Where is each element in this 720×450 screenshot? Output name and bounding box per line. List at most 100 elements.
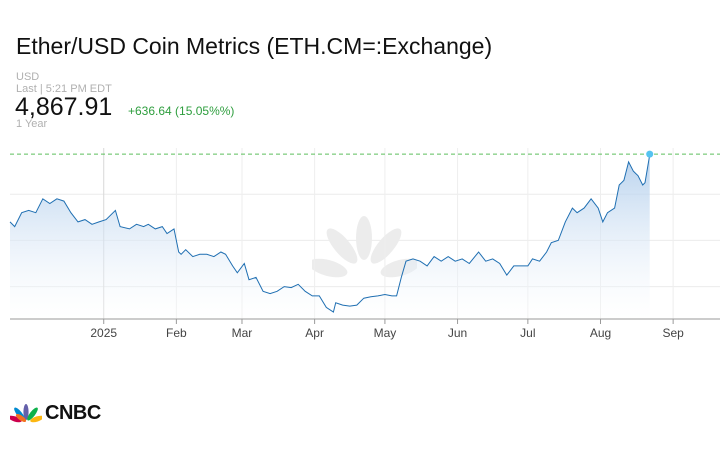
data-point	[184, 248, 187, 251]
data-point	[128, 227, 131, 230]
peacock-watermark-icon	[312, 216, 417, 278]
data-point	[538, 260, 541, 263]
data-point	[519, 264, 522, 267]
data-point	[48, 202, 51, 205]
data-point	[412, 257, 415, 260]
data-point	[55, 197, 58, 200]
x-tick-label: May	[374, 326, 397, 340]
data-point	[325, 306, 328, 309]
data-point	[627, 160, 630, 163]
data-point	[583, 207, 586, 210]
data-point	[419, 260, 422, 263]
data-point	[395, 294, 398, 297]
data-point	[576, 211, 579, 214]
data-point	[243, 262, 246, 265]
data-point	[498, 262, 501, 265]
x-tick-label: Jun	[448, 326, 467, 340]
data-point	[62, 200, 65, 203]
data-point	[348, 305, 351, 308]
data-point	[166, 232, 169, 235]
data-point	[341, 304, 344, 307]
data-point	[69, 211, 72, 214]
data-point	[41, 197, 44, 200]
data-point	[505, 274, 508, 277]
x-tick-label: Jul	[520, 326, 535, 340]
last-updated-label: Last | 5:21 PM EDT	[16, 83, 112, 95]
data-point	[334, 301, 337, 304]
data-point	[376, 294, 379, 297]
data-point	[564, 220, 567, 223]
cnbc-logo: CNBC	[10, 402, 101, 425]
x-tick-label: Sep	[662, 326, 684, 340]
data-point	[191, 255, 194, 258]
data-point	[618, 184, 621, 187]
data-point	[297, 283, 300, 286]
data-point	[557, 239, 560, 242]
data-point	[154, 227, 157, 230]
data-point	[390, 294, 393, 297]
data-point	[290, 286, 293, 289]
data-point	[311, 294, 314, 297]
data-point	[135, 223, 138, 226]
data-point	[91, 223, 94, 226]
data-point	[224, 253, 227, 256]
data-point	[262, 290, 265, 293]
x-tick-label: Feb	[166, 326, 187, 340]
page-title: Ether/USD Coin Metrics (ETH.CM=:Exchange…	[16, 33, 493, 59]
cnbc-wordmark: CNBC	[45, 402, 101, 424]
data-point	[212, 255, 215, 258]
x-tick-label: Apr	[305, 326, 324, 340]
data-point	[114, 209, 117, 212]
data-point	[400, 276, 403, 279]
data-point	[219, 251, 222, 254]
data-point	[383, 293, 386, 296]
x-tick-label: Aug	[590, 326, 611, 340]
data-point	[248, 278, 251, 281]
data-point	[526, 264, 529, 267]
data-point	[355, 304, 358, 307]
data-point	[34, 211, 37, 214]
data-point	[318, 294, 321, 297]
data-point	[173, 227, 176, 230]
price-chart: 2025 Feb Mar Apr May Jun Jul Aug Sep	[9, 148, 720, 340]
data-point	[550, 241, 553, 244]
data-point	[613, 207, 616, 210]
data-point	[161, 225, 164, 228]
data-point	[105, 218, 108, 221]
x-tick-label: Mar	[232, 326, 253, 340]
last-price-marker	[646, 150, 654, 158]
data-point	[440, 260, 443, 263]
data-point	[484, 260, 487, 263]
data-point	[142, 225, 145, 228]
data-point	[231, 264, 234, 267]
data-point	[283, 285, 286, 288]
data-point	[177, 251, 180, 254]
data-point	[622, 179, 625, 182]
data-point	[590, 197, 593, 200]
last-price: 4,867.91	[15, 93, 113, 121]
data-point	[477, 251, 480, 254]
data-point	[9, 220, 12, 223]
price-area	[10, 154, 650, 319]
data-point	[405, 260, 408, 263]
price-change: +636.64 (15.05%%)	[128, 104, 235, 118]
data-point	[332, 311, 335, 314]
data-point	[637, 174, 640, 177]
data-point	[531, 257, 534, 260]
data-point	[236, 271, 239, 274]
time-range-label: 1 Year	[16, 118, 48, 130]
data-point	[632, 170, 635, 173]
data-point	[147, 223, 150, 226]
data-point	[198, 253, 201, 256]
data-point	[369, 295, 372, 298]
data-point	[84, 218, 87, 221]
data-point	[362, 297, 365, 300]
data-point	[269, 292, 272, 295]
data-point	[205, 253, 208, 256]
data-point	[304, 290, 307, 293]
data-point	[641, 184, 644, 187]
data-point	[461, 257, 464, 260]
data-point	[13, 225, 16, 228]
data-point	[20, 211, 23, 214]
data-point	[27, 209, 30, 212]
